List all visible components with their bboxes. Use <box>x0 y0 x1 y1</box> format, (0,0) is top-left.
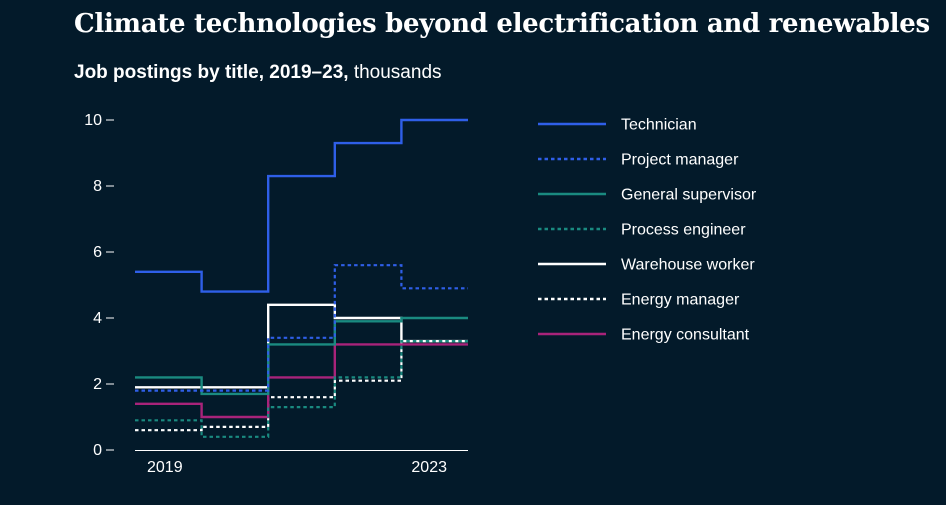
legend-label-process-engineer: Process engineer <box>621 222 746 239</box>
y-tick-label: 10 <box>84 112 102 129</box>
subtitle-main: Job postings by title, 2019–23, <box>74 62 349 83</box>
series-line-process-engineer <box>135 340 468 438</box>
subtitle-unit: thousands <box>353 62 442 83</box>
plot-series <box>135 118 468 438</box>
series-line-energy-consultant <box>135 343 468 419</box>
y-tick-label: 2 <box>93 376 102 393</box>
legend-label-energy-consultant: Energy consultant <box>621 327 750 344</box>
y-tick-label: 8 <box>93 178 102 195</box>
chart-title: Climate technologies beyond electrificat… <box>74 9 930 39</box>
legend-label-general-supervisor: General supervisor <box>621 187 757 204</box>
y-axis: 0 2 4 6 8 10 <box>84 112 114 459</box>
x-tick-label: 2019 <box>147 459 183 476</box>
y-tick-label: 4 <box>93 310 102 327</box>
series-line-energy-manager <box>135 340 468 432</box>
legend-label-technician: Technician <box>621 117 697 134</box>
y-tick-label: 6 <box>93 244 102 261</box>
legend: Technician Project manager General supervi… <box>538 117 757 344</box>
legend-label-energy-manager: Energy manager <box>621 292 740 309</box>
x-tick-label: 2023 <box>411 459 447 476</box>
series-line-warehouse-worker <box>135 303 468 389</box>
legend-label-project-manager: Project manager <box>621 152 739 169</box>
series-line-general-supervisor <box>135 316 468 396</box>
y-tick-label: 0 <box>93 442 102 459</box>
series-line-technician <box>135 118 468 293</box>
series-line-project-manager <box>135 264 468 392</box>
chart-subtitle: Job postings by title, 2019–23, thousand… <box>74 62 442 84</box>
legend-label-warehouse-worker: Warehouse worker <box>621 257 755 274</box>
x-axis: 2019 2023 <box>135 450 468 476</box>
